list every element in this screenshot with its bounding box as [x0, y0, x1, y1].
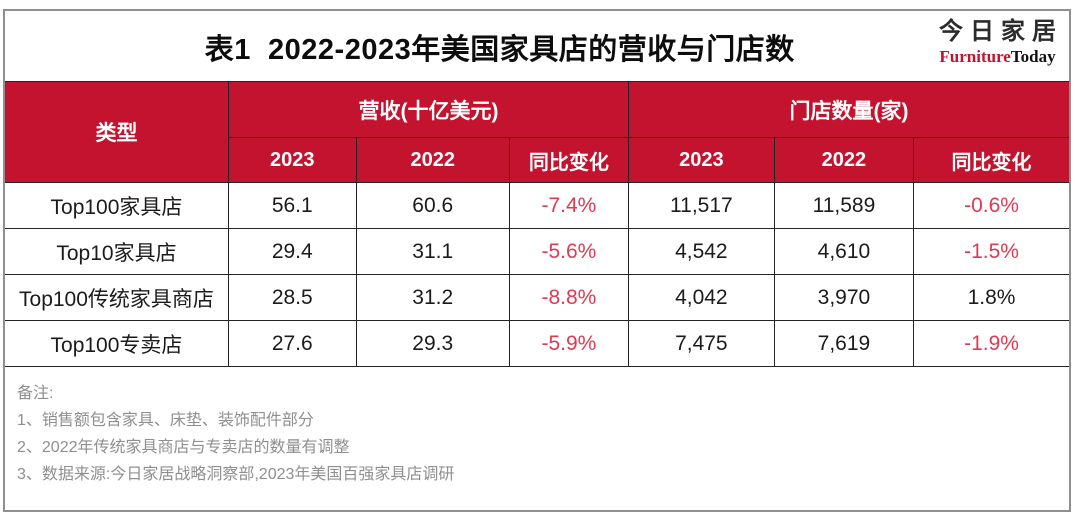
stores-2023-header: 2023	[627, 137, 775, 183]
revenue-yoy-cell: -8.8%	[508, 274, 629, 321]
data-table: 类型 营收(十亿美元) 门店数量(家) 2023 2022 同比变化 2023 …	[5, 81, 1069, 367]
table-card: 表1 2022-2023年美国家具店的营收与门店数 今日家居 Furniture…	[3, 9, 1071, 512]
stores-yoy-cell: -1.5%	[913, 228, 1069, 275]
logo-english-text: FurnitureToday	[939, 48, 1056, 65]
revenue-2023-cell: 56.1	[227, 182, 357, 229]
revenue-yoy-cell: -5.6%	[508, 228, 629, 275]
type-cell: Top100专卖店	[5, 320, 229, 367]
stores-2023-cell: 4,042	[627, 274, 775, 321]
logo-today-text: Today	[1010, 47, 1056, 66]
revenue-2022-cell: 31.2	[355, 274, 510, 321]
stores-yoy-cell: -0.6%	[913, 182, 1069, 229]
table-row: Top100专卖店 27.6 29.3 -5.9% 7,475 7,619 -1…	[5, 320, 1069, 367]
note-item-3: 3、数据来源:今日家居战略洞察部,2023年美国百强家具店调研	[17, 466, 455, 483]
type-cell: Top100家具店	[5, 182, 229, 229]
revenue-group-header: 营收(十亿美元)	[227, 81, 629, 138]
stores-2022-header: 2022	[773, 137, 915, 183]
revenue-2022-cell: 29.3	[355, 320, 510, 367]
furniture-today-logo: 今日家居 FurnitureToday	[939, 20, 1056, 65]
notes-title: 备注:	[17, 385, 54, 402]
stores-2022-cell: 11,589	[773, 182, 915, 229]
revenue-2023-cell: 27.6	[227, 320, 357, 367]
revenue-yoy-cell: -5.9%	[508, 320, 629, 367]
stores-yoy-cell: 1.8%	[913, 274, 1069, 321]
stores-2022-cell: 3,970	[773, 274, 915, 321]
stores-2023-cell: 4,542	[627, 228, 775, 275]
stores-2022-cell: 7,619	[773, 320, 915, 367]
group-header-row: 类型 营收(十亿美元) 门店数量(家)	[5, 81, 1069, 183]
revenue-2022-cell: 60.6	[355, 182, 510, 229]
logo-furniture-text: Furniture	[939, 47, 1011, 66]
table-row: Top100传统家具商店 28.5 31.2 -8.8% 4,042 3,970…	[5, 274, 1069, 321]
stores-2023-cell: 7,475	[627, 320, 775, 367]
stores-yoy-header: 同比变化	[913, 137, 1069, 183]
revenue-2023-cell: 28.5	[227, 274, 357, 321]
revenue-yoy-header: 同比变化	[508, 137, 629, 183]
revenue-2022-header: 2022	[355, 137, 510, 183]
table-row: Top100家具店 56.1 60.6 -7.4% 11,517 11,589 …	[5, 182, 1069, 229]
logo-chinese-text: 今日家居	[939, 19, 1063, 45]
page-title: 表1 2022-2023年美国家具店的营收与门店数	[204, 34, 795, 67]
type-cell: Top10家具店	[5, 228, 229, 275]
revenue-2023-header: 2023	[228, 137, 357, 183]
title-row: 表1 2022-2023年美国家具店的营收与门店数 今日家居 Furniture…	[5, 11, 1069, 81]
note-item-2: 2、2022年传统家具商店与专卖店的数量有调整	[17, 439, 350, 456]
stores-2023-cell: 11,517	[627, 182, 775, 229]
type-cell: Top100传统家具商店	[5, 274, 229, 321]
stores-yoy-cell: -1.9%	[913, 320, 1069, 367]
revenue-2022-cell: 31.1	[355, 228, 510, 275]
revenue-2023-cell: 29.4	[227, 228, 357, 275]
notes-section: 备注: 1、销售额包含家具、床垫、装饰配件部分 2、2022年传统家具商店与专卖…	[5, 367, 1069, 488]
table-body: Top100家具店 56.1 60.6 -7.4% 11,517 11,589 …	[5, 182, 1069, 367]
type-column-header: 类型	[5, 81, 229, 183]
stores-2022-cell: 4,610	[773, 228, 915, 275]
note-item-1: 1、销售额包含家具、床垫、装饰配件部分	[17, 412, 314, 429]
stores-group-header: 门店数量(家)	[627, 81, 1069, 138]
revenue-yoy-cell: -7.4%	[508, 182, 629, 229]
table-row: Top10家具店 29.4 31.1 -5.6% 4,542 4,610 -1.…	[5, 228, 1069, 275]
